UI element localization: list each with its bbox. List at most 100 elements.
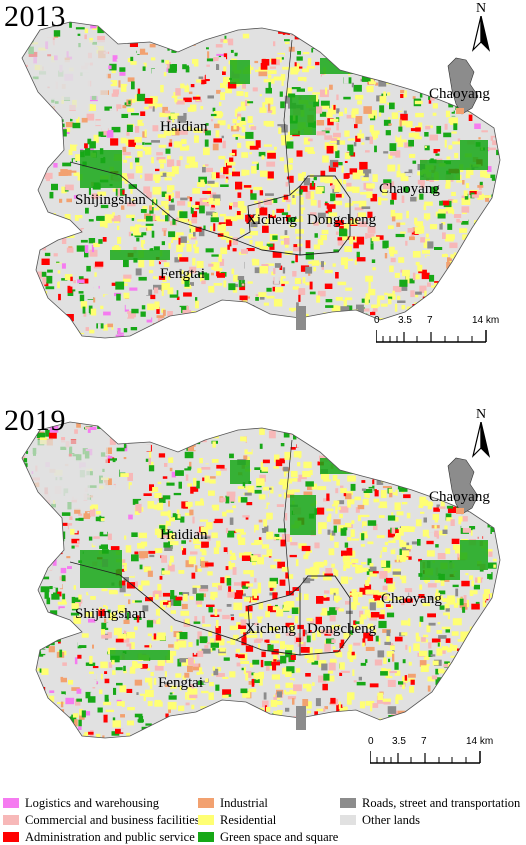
land-parcel [83, 513, 90, 519]
land-parcel [30, 180, 33, 183]
land-parcel [24, 316, 29, 323]
land-parcel [61, 278, 68, 281]
land-parcel [34, 98, 43, 102]
land-parcel [378, 112, 382, 117]
land-parcel [160, 511, 169, 516]
land-parcel [315, 281, 318, 288]
land-parcel [220, 83, 227, 88]
land-parcel [131, 666, 135, 673]
land-parcel [140, 340, 148, 346]
land-parcel [450, 655, 458, 658]
land-parcel [245, 296, 250, 299]
land-parcel [321, 229, 329, 235]
land-parcel [473, 712, 477, 719]
land-parcel [166, 427, 172, 433]
land-parcel [251, 37, 257, 43]
land-parcel [272, 210, 275, 217]
land-parcel [336, 140, 340, 145]
land-parcel [363, 489, 373, 493]
land-parcel [167, 701, 177, 710]
land-parcel [153, 337, 162, 338]
land-parcel [45, 430, 50, 437]
land-parcel [141, 232, 147, 236]
land-parcel [368, 598, 376, 604]
land-parcel [328, 714, 334, 720]
land-parcel [76, 116, 80, 124]
land-parcel [87, 599, 90, 605]
land-parcel [106, 73, 111, 79]
land-parcel [178, 237, 182, 246]
land-parcel [439, 223, 443, 230]
land-parcel [505, 213, 513, 220]
land-parcel [333, 132, 341, 138]
land-parcel [271, 271, 275, 276]
land-parcel [70, 118, 73, 122]
land-parcel [172, 316, 178, 320]
land-parcel [37, 627, 47, 635]
land-parcel [160, 334, 164, 338]
land-parcel [240, 619, 247, 626]
land-parcel [490, 268, 498, 271]
land-parcel [435, 67, 443, 75]
land-parcel [503, 89, 509, 96]
land-parcel [365, 700, 375, 706]
land-parcel [227, 244, 230, 250]
land-parcel [22, 498, 25, 503]
land-parcel [395, 150, 401, 158]
land-parcel [387, 92, 391, 96]
land-parcel [242, 691, 251, 698]
land-parcel [186, 305, 189, 314]
land-parcel [137, 462, 144, 468]
land-parcel [170, 555, 174, 563]
land-parcel [477, 576, 481, 583]
land-parcel [433, 150, 438, 154]
land-parcel [498, 214, 500, 218]
land-parcel [180, 83, 188, 89]
land-parcel [352, 172, 361, 180]
land-parcel [296, 56, 303, 61]
land-parcel [22, 735, 26, 738]
land-parcel [315, 698, 321, 707]
land-parcel [240, 661, 250, 664]
land-parcel [336, 122, 339, 131]
land-parcel [398, 616, 403, 622]
land-parcel [209, 515, 215, 522]
land-parcel [496, 740, 504, 746]
land-parcel [270, 486, 274, 494]
land-parcel [492, 49, 498, 53]
land-parcel [181, 592, 190, 596]
land-parcel [279, 157, 284, 162]
district-label-xicheng: Xicheng [246, 212, 297, 228]
land-parcel [106, 622, 114, 628]
land-parcel [421, 26, 427, 30]
land-parcel [222, 71, 226, 75]
land-parcel [413, 643, 420, 651]
land-parcel [96, 116, 100, 122]
land-parcel [401, 632, 408, 636]
land-parcel [474, 719, 483, 727]
land-parcel [483, 589, 490, 594]
land-parcel [111, 705, 115, 712]
land-parcel [503, 691, 508, 696]
land-parcel [107, 609, 111, 613]
land-parcel [334, 26, 344, 30]
land-parcel [184, 22, 191, 27]
land-parcel [82, 306, 86, 314]
land-parcel [370, 445, 379, 453]
land-parcel [242, 482, 246, 488]
land-parcel [93, 134, 99, 143]
land-parcel [425, 302, 431, 308]
land-parcel [261, 155, 265, 160]
land-parcel [147, 668, 151, 671]
land-parcel [62, 593, 66, 601]
land-parcel [51, 183, 58, 191]
land-parcel [38, 609, 48, 615]
land-parcel [263, 695, 272, 698]
land-parcel [447, 22, 454, 30]
land-parcel [81, 312, 87, 317]
land-parcel [284, 39, 290, 42]
land-parcel [170, 198, 174, 203]
land-parcel [184, 280, 190, 287]
land-parcel [67, 285, 73, 294]
land-parcel [350, 529, 355, 537]
